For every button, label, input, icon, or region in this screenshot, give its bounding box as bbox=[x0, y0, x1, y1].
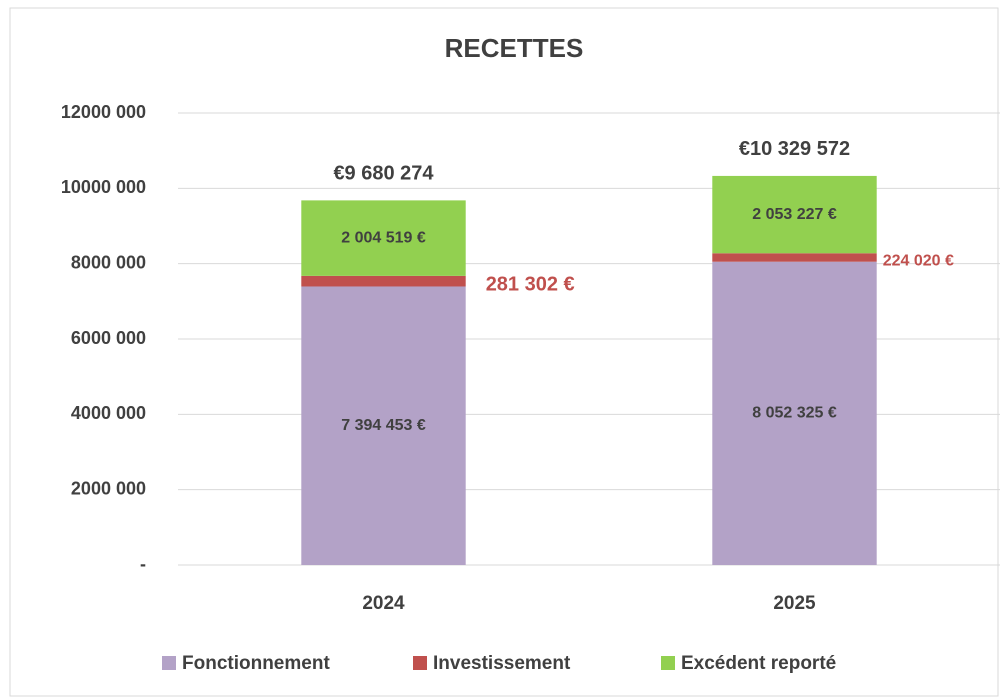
y-tick-label: 2000 000 bbox=[71, 478, 146, 498]
legend-label: Excédent reporté bbox=[681, 653, 836, 674]
y-tick-label: 8000 000 bbox=[71, 252, 146, 272]
legend-label: Fonctionnement bbox=[182, 653, 330, 674]
data-label: 7 394 453 € bbox=[341, 417, 426, 434]
total-label: €9 680 274 bbox=[333, 163, 434, 185]
bar-segment bbox=[301, 286, 466, 565]
y-tick-label: 12000 000 bbox=[61, 102, 146, 122]
y-tick-label: 6000 000 bbox=[71, 328, 146, 348]
y-tick-label: 4000 000 bbox=[71, 403, 146, 423]
legend-swatch bbox=[661, 656, 675, 670]
data-label: 224 020 € bbox=[883, 253, 954, 270]
bar-segment bbox=[712, 261, 877, 565]
legend-label: Investissement bbox=[433, 653, 571, 674]
y-tick-label: - bbox=[140, 554, 146, 574]
bar-segment bbox=[301, 200, 466, 276]
bar-segment bbox=[301, 275, 466, 287]
total-label: €10 329 572 bbox=[739, 138, 850, 160]
legend-swatch bbox=[162, 656, 176, 670]
data-label: 2 004 519 € bbox=[341, 229, 426, 246]
legend-swatch bbox=[413, 656, 427, 670]
x-tick-label: 2025 bbox=[773, 593, 816, 614]
chart-title: RECETTES bbox=[445, 33, 584, 63]
data-label: 2 053 227 € bbox=[752, 206, 837, 223]
bar-segment bbox=[712, 175, 877, 254]
y-tick-label: 10000 000 bbox=[61, 177, 146, 197]
x-tick-label: 2024 bbox=[362, 593, 405, 614]
data-label: 281 302 € bbox=[486, 273, 575, 295]
bar-segment bbox=[712, 253, 877, 262]
data-label: 8 052 325 € bbox=[752, 405, 837, 422]
